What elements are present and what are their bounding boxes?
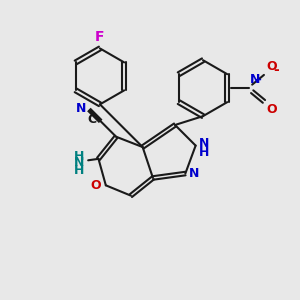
Text: -: - (273, 63, 279, 76)
Text: N: N (189, 167, 199, 180)
Text: O: O (266, 103, 277, 116)
Text: O: O (266, 60, 277, 74)
Text: C: C (87, 112, 96, 126)
Text: N: N (76, 102, 86, 115)
Text: H: H (199, 146, 209, 159)
Text: O: O (91, 179, 101, 192)
Text: N: N (74, 156, 85, 169)
Text: N: N (250, 73, 260, 86)
Text: H: H (74, 164, 85, 176)
Text: F: F (95, 30, 105, 44)
Text: H: H (74, 150, 85, 163)
Text: +: + (254, 75, 262, 85)
Text: N: N (199, 137, 209, 150)
